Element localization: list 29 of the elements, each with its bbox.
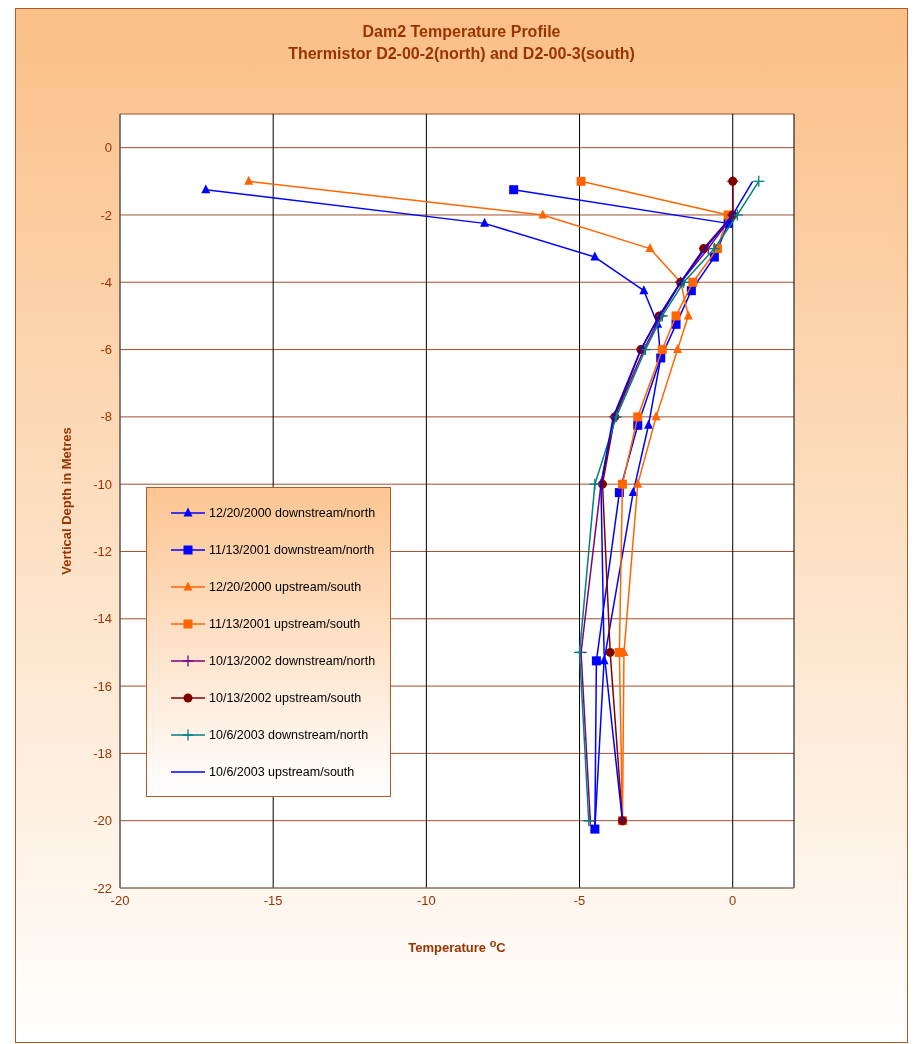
- y-tick-label: -22: [93, 880, 112, 896]
- legend-label: 12/20/2000 downstream/north: [209, 505, 376, 520]
- chart-subtitle: Thermistor D2-00-2(north) and D2-00-3(south): [287, 44, 636, 64]
- legend-label: 10/13/2002 downstream/north: [209, 653, 376, 668]
- legend-label: 11/13/2001 downstream/north: [209, 542, 375, 557]
- x-tick-label: -15: [263, 893, 283, 909]
- y-tick-label: -14: [93, 611, 112, 627]
- y-axis-title: Vertical Depth in Metres: [58, 427, 74, 575]
- y-tick-label: -6: [100, 342, 112, 358]
- y-tick-label: -2: [100, 207, 112, 223]
- chart-title: Dam2 Temperature Profile: [361, 22, 562, 42]
- y-tick-label: -12: [93, 544, 112, 560]
- legend-label: 10/6/2003 downstream/north: [209, 727, 369, 742]
- x-tick-label: 0: [729, 893, 737, 909]
- legend-label: 10/13/2002 upstream/south: [209, 690, 362, 705]
- x-axis-title: Temperature $^{o}$C: [407, 937, 507, 956]
- y-tick-label: 0: [104, 140, 112, 156]
- legend-label: 11/13/2001 upstream/south: [209, 616, 361, 631]
- y-tick-label: -4: [100, 274, 112, 290]
- x-tick-label: -20: [110, 893, 130, 909]
- legend-label: 12/20/2000 upstream/south: [209, 579, 362, 594]
- y-tick-label: -16: [93, 678, 112, 694]
- x-tick-label: -10: [416, 893, 436, 909]
- x-tick-label: -5: [573, 893, 586, 909]
- y-tick-label: -18: [93, 746, 112, 762]
- y-tick-label: -20: [93, 813, 112, 829]
- y-tick-label: -8: [100, 409, 112, 425]
- legend-label: 10/6/2003 upstream/south: [209, 764, 355, 779]
- y-tick-label: -10: [93, 476, 112, 492]
